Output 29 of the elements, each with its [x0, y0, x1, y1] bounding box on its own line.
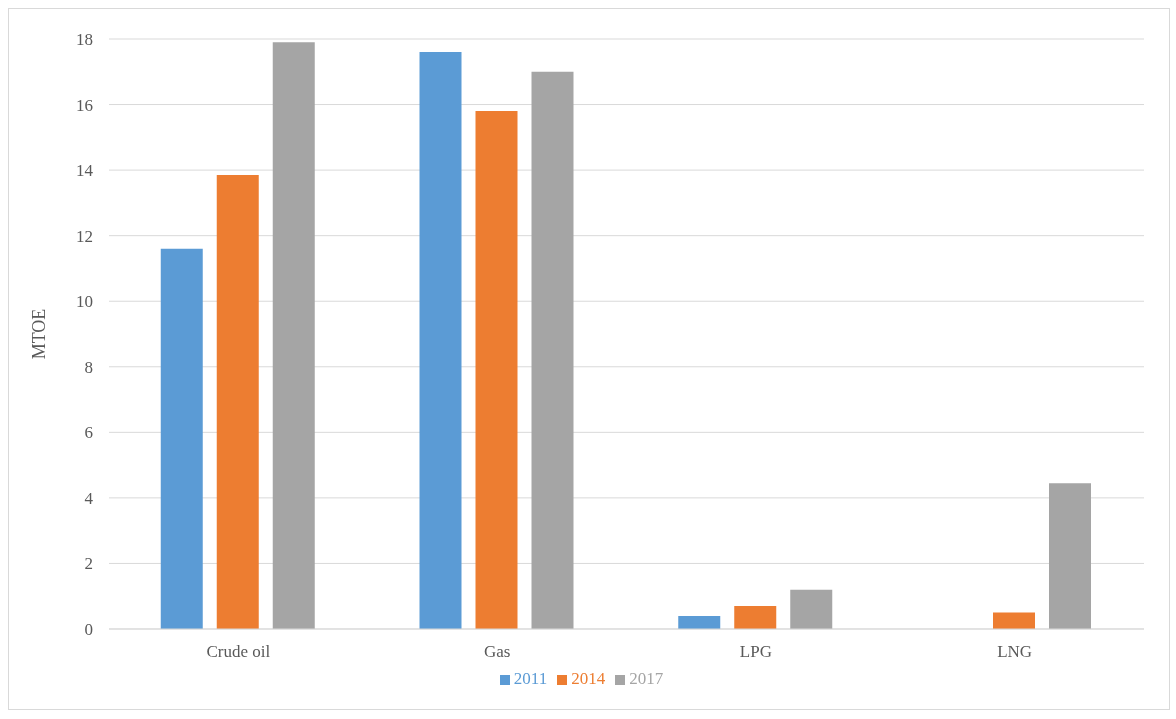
- y-tick-label: 2: [84, 554, 93, 574]
- y-tick-label: 14: [76, 161, 94, 181]
- bar: [216, 175, 259, 629]
- x-tick-label: Gas: [483, 642, 511, 662]
- x-tick-label: LPG: [739, 642, 772, 662]
- bar: [790, 589, 833, 629]
- bar: [475, 111, 518, 629]
- bar: [993, 612, 1035, 629]
- y-tick-label: 12: [76, 226, 93, 246]
- legend-label: 2014: [571, 669, 606, 688]
- legend-label: 2017: [629, 669, 664, 688]
- y-tick-label: 18: [76, 30, 93, 50]
- y-tick-label: 8: [84, 357, 93, 377]
- y-axis-title: MTOE: [29, 308, 50, 360]
- bar: [531, 71, 574, 629]
- y-tick-label: 4: [84, 488, 94, 508]
- y-tick-label: 10: [76, 292, 93, 312]
- bar: [419, 52, 462, 629]
- bar: [734, 606, 777, 629]
- bar: [1049, 483, 1091, 629]
- bar: [678, 615, 721, 629]
- y-tick-label: 16: [76, 95, 93, 115]
- y-tick-label: 6: [84, 423, 93, 443]
- legend-label: 2011: [513, 669, 548, 688]
- x-tick-label: LNG: [997, 642, 1033, 662]
- y-tick-label: 0: [84, 620, 93, 640]
- x-tick-label: Crude oil: [206, 642, 271, 662]
- bar: [160, 248, 203, 629]
- bar: [272, 42, 315, 629]
